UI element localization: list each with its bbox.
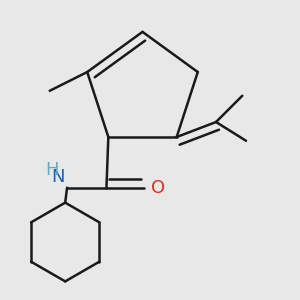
- Text: H: H: [45, 161, 59, 179]
- Text: O: O: [151, 178, 165, 196]
- Text: N: N: [52, 168, 65, 186]
